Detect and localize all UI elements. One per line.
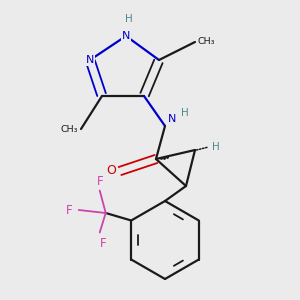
- Text: CH₃: CH₃: [61, 124, 78, 134]
- Text: N: N: [122, 31, 130, 41]
- Text: N: N: [86, 55, 94, 65]
- Text: F: F: [66, 203, 72, 217]
- Text: H: H: [181, 107, 188, 118]
- Text: F: F: [96, 175, 103, 188]
- Text: F: F: [99, 237, 106, 250]
- Text: H: H: [125, 14, 133, 25]
- Text: H: H: [212, 142, 220, 152]
- Text: O: O: [106, 164, 116, 178]
- Text: CH₃: CH₃: [198, 38, 215, 46]
- Text: N: N: [168, 113, 177, 124]
